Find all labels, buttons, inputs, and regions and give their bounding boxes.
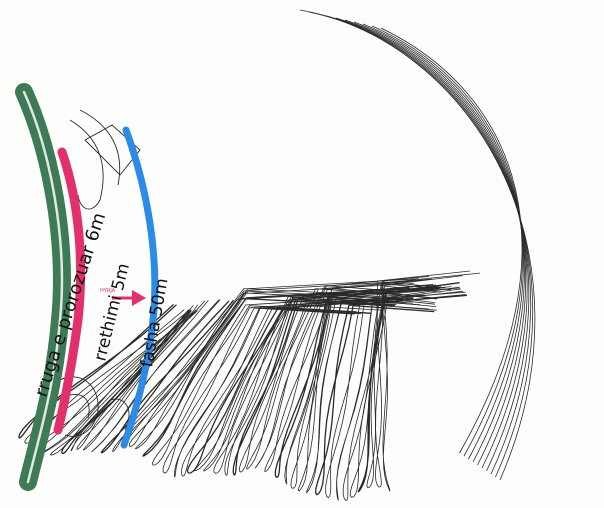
contour-line [380,27,523,454]
contour-line [18,304,177,439]
contour-line [24,309,190,444]
gully-line [69,394,90,419]
contour-line [203,289,434,472]
contour-line [76,304,199,450]
contour-line [342,288,461,501]
contour-line [232,287,439,476]
contour-line [128,278,419,447]
road-band [15,83,71,491]
contour-line [344,19,527,466]
arrow-right-icon: HYRJA [100,288,146,306]
contour-line [380,272,480,493]
gully-line [59,376,99,437]
gully-detail [59,109,141,437]
strip-label: fasha 50m [137,277,172,369]
gully-line [79,109,121,186]
contour-line [246,278,433,470]
contour-line [239,284,436,473]
contour-line [357,282,460,493]
contour-line [299,9,536,481]
contour-line [180,298,403,477]
contour-line [100,299,235,454]
contour-line [134,280,417,450]
contour-line [141,287,410,457]
contour-line [374,270,470,488]
contour-line [194,294,425,472]
contour-line [326,15,530,472]
contour-line [284,286,442,485]
contour-line [366,275,463,489]
contour-line [290,286,452,489]
contour-line [305,291,466,494]
contour-line [336,290,464,501]
strip-band [120,126,159,449]
contour-line [91,299,221,453]
perimeter-band [53,147,86,435]
contour-line [213,286,439,474]
contour-line [70,308,191,452]
contour-line [254,275,430,469]
gully-line [109,398,130,431]
contour-line [362,23,524,460]
contour-line [274,283,434,479]
contour-line [308,11,533,478]
contour-line [297,287,461,492]
contour-line [112,288,404,452]
contour-line [174,297,396,479]
arrow-note: HYRJA [100,288,116,294]
contour-line [264,279,429,472]
gully-line [84,124,141,176]
contour-line [315,294,468,496]
contour-line [151,294,401,466]
gully-line [69,119,104,210]
contour-line [162,297,395,474]
contour-line [317,13,532,475]
contour-line [224,287,440,476]
fill-label: rrethimi 5m [90,261,134,363]
contour-line [371,25,523,457]
contour-line [335,17,528,469]
contour-line [325,294,466,499]
contour-line [186,297,414,474]
contour-line [353,21,525,463]
